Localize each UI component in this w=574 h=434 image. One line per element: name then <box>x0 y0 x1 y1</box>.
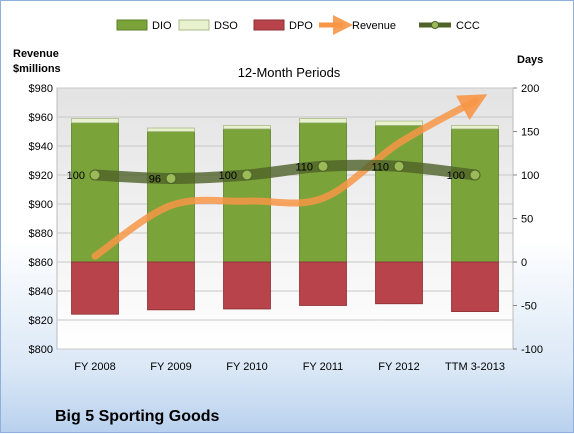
dso-bar <box>147 127 195 132</box>
category-label: FY 2011 <box>303 361 344 373</box>
category-label: TTM 3-2013 <box>445 361 505 373</box>
dso-bar <box>451 125 499 130</box>
right-axis-title: Days <box>517 54 543 66</box>
ticks: $800 $820 $840 $860 $880 $900 $920 $940 $960 $980… <box>29 83 544 373</box>
right-tick-label: -50 <box>521 301 537 313</box>
right-tick-label: 50 <box>521 214 533 226</box>
category-label: FY 2012 <box>378 361 419 373</box>
ccc-data-label: 100 <box>219 170 237 182</box>
ccc-data-label: 100 <box>67 170 85 182</box>
left-tick-label: $900 <box>29 199 53 211</box>
right-tick-label: 100 <box>521 170 539 182</box>
left-axis-title-line2: $millions <box>13 63 61 75</box>
company-name: Big 5 Sporting Goods <box>55 408 220 425</box>
dso-bar <box>71 118 119 124</box>
dso-bar <box>299 118 347 124</box>
ccc-point <box>165 172 177 184</box>
legend-swatch-dpo <box>253 19 285 31</box>
lines: 100 96 100 110 110 100 <box>67 94 488 260</box>
legend: DIO DSO DPO Revenue CCC <box>116 15 480 35</box>
right-tick-label: 200 <box>521 83 539 95</box>
legend-swatch-ccc-dot <box>431 21 439 29</box>
legend-label-ccc: CCC <box>456 20 480 32</box>
category-label: FY 2008 <box>74 361 115 373</box>
left-tick-label: $920 <box>29 170 53 182</box>
dpo-bar <box>375 261 423 305</box>
left-tick-label: $960 <box>29 112 53 124</box>
ccc-point <box>241 169 253 181</box>
dpo-bar <box>147 261 195 311</box>
ccc-data-label: 96 <box>149 173 161 185</box>
left-tick-label: $820 <box>29 315 53 327</box>
legend-label-dio: DIO <box>152 20 172 32</box>
revenue-line <box>91 94 488 260</box>
legend-label-revenue: Revenue <box>352 20 396 32</box>
dpo-bar <box>451 261 499 312</box>
dpo-bar <box>299 261 347 306</box>
right-tick-label: 0 <box>521 257 527 269</box>
chart-title: 12-Month Periods <box>238 65 341 80</box>
dio-bar <box>223 128 271 263</box>
legend-swatch-dso <box>178 19 210 31</box>
left-tick-label: $860 <box>29 257 53 269</box>
dpo-bar <box>71 261 119 315</box>
left-tick-label: $800 <box>29 344 53 356</box>
left-tick-label: $980 <box>29 83 53 95</box>
ccc-data-label: 100 <box>447 170 465 182</box>
dso-bar <box>375 120 423 126</box>
plot-area <box>56 87 514 350</box>
legend-label-dpo: DPO <box>289 20 313 32</box>
ccc-point <box>469 169 481 181</box>
left-axis-title-line1: Revenue <box>13 48 59 60</box>
left-tick-label: $940 <box>29 141 53 153</box>
ccc-data-label: 110 <box>371 161 389 173</box>
left-tick-label: $840 <box>29 286 53 298</box>
legend-label-dso: DSO <box>214 20 238 32</box>
ccc-point <box>89 169 101 181</box>
category-label: FY 2009 <box>150 361 191 373</box>
ccc-data-label: 110 <box>295 161 313 173</box>
dio-bar <box>375 125 423 263</box>
dio-bar <box>147 131 195 263</box>
category-label: FY 2010 <box>226 361 267 373</box>
legend-swatch-dio <box>116 19 148 31</box>
dso-bar <box>223 125 271 130</box>
ccc-point <box>317 160 329 172</box>
dpo-bar <box>223 261 271 310</box>
right-tick-label: 150 <box>521 127 539 139</box>
ccc-line <box>89 159 481 184</box>
dio-bar <box>451 128 499 263</box>
bars <box>71 118 499 315</box>
left-tick-label: $880 <box>29 228 53 240</box>
right-tick-label: -100 <box>521 344 543 356</box>
ccc-point <box>393 160 405 172</box>
